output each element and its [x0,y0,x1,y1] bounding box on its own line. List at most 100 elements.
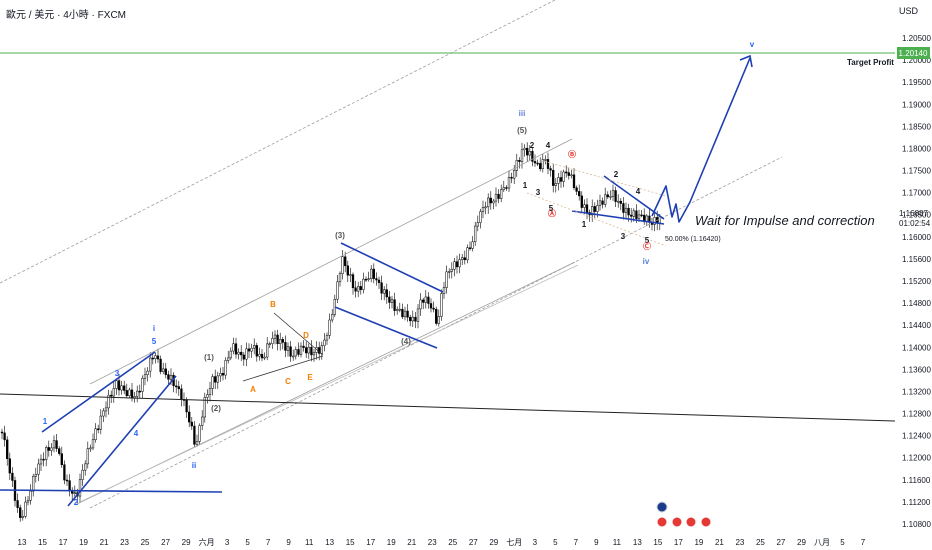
candle [570,169,573,179]
candle [398,302,401,313]
time-tick: 17 [366,538,375,547]
candle [198,423,201,445]
time-tick: 15 [653,538,662,547]
candle [11,467,14,488]
price-tick: 1.11200 [902,498,931,507]
support-line [0,393,896,422]
candle [305,341,308,359]
event-icon-blue [656,501,668,513]
wave-label: B [270,300,276,309]
candle [240,345,243,362]
candle [492,198,495,210]
candle [422,297,425,310]
candle [619,198,622,211]
candle [414,312,417,328]
candle [234,337,238,359]
wave-label: C [285,377,291,386]
candle [60,446,63,468]
candle [138,384,141,398]
candle [552,163,555,193]
candle [523,144,526,157]
candle [323,333,326,352]
candle [502,180,505,193]
candle [653,212,656,232]
candle [645,213,648,227]
candle [42,452,45,467]
candle [606,191,609,199]
wave-label: (1) [204,353,214,362]
event-icon-us [685,516,697,528]
candle [533,154,537,167]
time-tick: 15 [346,538,355,547]
candle [45,445,48,467]
candle [510,172,513,184]
candle [489,191,492,210]
candle [63,460,66,485]
candle [364,276,368,282]
candle [227,350,230,364]
wave-label: 1 [43,417,48,426]
price-axis: 1.20500 1.20000 1.19500 1.19000 1.18500 1.180… [902,34,931,529]
price-tick: 1.17000 [902,189,931,198]
triangle-pattern [242,312,324,382]
price-tick: 1.14000 [902,343,931,352]
candle [565,165,568,178]
time-tick: 21 [100,538,109,547]
candle [396,306,399,315]
candle [505,185,508,191]
candle [37,458,40,482]
wave-label: 4 [636,187,641,196]
candle [528,145,531,161]
candle [141,375,144,399]
candle [52,435,56,453]
candle [81,464,84,486]
candle [604,187,607,208]
candle [333,294,336,318]
candle [281,336,284,350]
candle [484,201,487,215]
wave-label: (5) [517,126,527,135]
candle [232,337,235,355]
time-tick: 六月 [199,537,215,547]
candle [541,153,544,173]
candle [328,313,331,340]
candle [578,184,581,201]
candle [258,347,261,361]
countdown: 01:02:54 [899,219,931,228]
wave-label: 4 [546,141,551,150]
candle [102,408,105,422]
time-tick: 13 [633,538,642,547]
candle [432,301,435,313]
candle [3,425,6,447]
price-tick: 1.10800 [902,520,931,529]
candle [507,170,511,193]
candle [479,208,482,229]
candle [622,197,625,220]
candle [453,257,456,277]
candle [549,165,552,177]
candle [99,409,102,435]
candle [115,378,118,395]
wave-label: 3 [621,232,626,241]
candle [559,170,563,188]
candle [463,250,466,265]
candle [237,348,240,360]
candle [468,241,472,251]
wave-label: 2 [614,170,619,179]
candle [554,177,557,193]
candle [401,303,404,320]
candle [65,474,69,486]
diagonal-upper [41,351,156,433]
candle [255,342,258,362]
candle [78,473,82,503]
price-tick: 1.14800 [902,299,931,308]
price-tick: 1.19000 [902,100,931,109]
candle [6,436,9,466]
price-tick: 1.12400 [902,432,931,441]
candle [466,244,469,264]
candle [351,272,355,295]
candle [39,454,43,471]
candle [448,268,451,279]
candle [575,185,578,195]
